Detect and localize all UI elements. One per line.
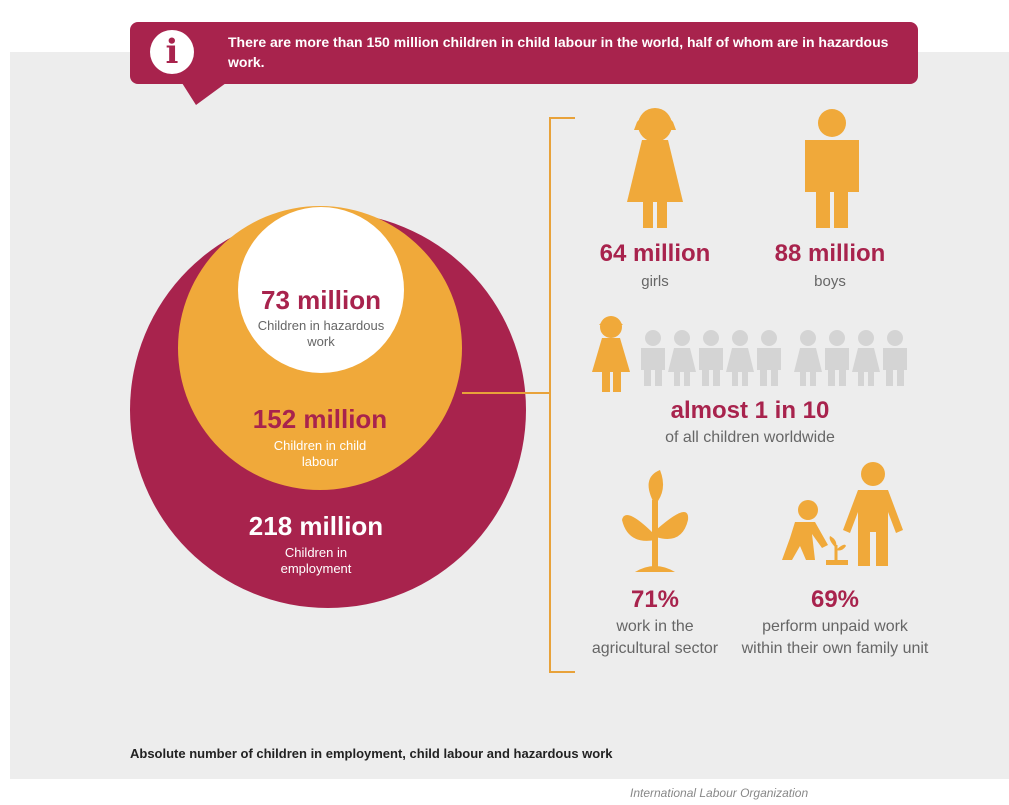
banner-text: There are more than 150 million children… xyxy=(228,34,889,70)
figures-gray xyxy=(641,330,907,386)
employment-label: Children in employment xyxy=(280,545,352,576)
girls-value: 64 million xyxy=(599,240,711,267)
girl-icon xyxy=(627,108,683,228)
family-value: 69% xyxy=(810,586,860,613)
inner-circle-hazardous xyxy=(238,207,404,373)
employment-number: 218 million xyxy=(248,511,384,541)
source-credit: International Labour Organization xyxy=(630,786,809,800)
ratio-figures xyxy=(592,316,907,392)
girls-label: girls xyxy=(641,273,669,290)
boys-value: 88 million xyxy=(774,240,886,267)
child-labour-value: 152 million xyxy=(230,404,410,435)
ratio-value: almost 1 in 10 xyxy=(670,397,830,424)
info-banner xyxy=(130,22,918,84)
caption: Absolute number of children in employmen… xyxy=(130,746,613,761)
ratio-label: of all children worldwide xyxy=(665,429,835,446)
family-work-icon xyxy=(782,462,903,566)
agriculture-value: 71% xyxy=(630,586,680,613)
bracket xyxy=(549,117,575,673)
hazardous-value: 73 million xyxy=(236,285,406,316)
hazardous-number: 73 million xyxy=(261,285,381,315)
employment-value: 218 million xyxy=(226,511,406,542)
family-label: perform unpaid work within their own fam… xyxy=(741,618,929,657)
boy-icon xyxy=(805,109,859,228)
figure-highlighted xyxy=(592,316,630,392)
child-labour-label: Children in child labour xyxy=(273,438,367,469)
boys-label: boys xyxy=(814,273,846,290)
plant-icon xyxy=(622,470,689,572)
agriculture-label: work in the agricultural sector xyxy=(591,618,719,657)
info-icon: i xyxy=(150,30,194,74)
hazardous-label: Children in hazardous work xyxy=(257,318,385,349)
child-labour-number: 152 million xyxy=(252,404,388,434)
